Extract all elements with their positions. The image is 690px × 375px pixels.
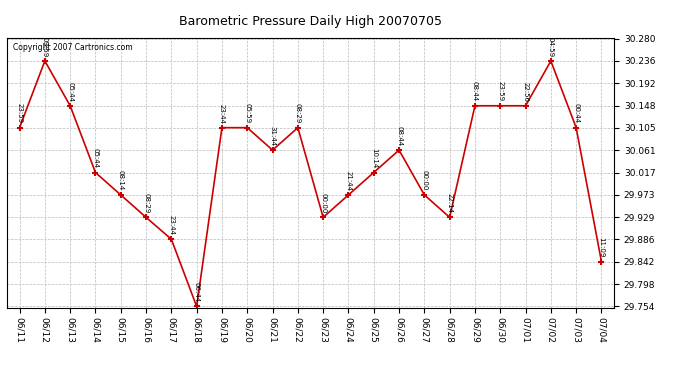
Text: 08:44: 08:44: [472, 81, 478, 102]
Text: 10:14: 10:14: [371, 148, 377, 168]
Text: Barometric Pressure Daily High 20070705: Barometric Pressure Daily High 20070705: [179, 15, 442, 28]
Text: 04:59: 04:59: [548, 37, 554, 57]
Text: 00:00: 00:00: [422, 170, 427, 191]
Text: 23:59: 23:59: [17, 104, 23, 123]
Text: 23:59: 23:59: [497, 81, 503, 102]
Text: 08:14: 08:14: [118, 171, 124, 191]
Text: 23:44: 23:44: [168, 215, 175, 235]
Text: 08:44: 08:44: [396, 126, 402, 146]
Text: 09:59: 09:59: [42, 36, 48, 57]
Text: 23:44: 23:44: [219, 104, 225, 123]
Text: 00:44: 00:44: [573, 104, 579, 123]
Text: 31:44: 31:44: [270, 126, 275, 146]
Text: 05:44: 05:44: [67, 82, 73, 102]
Text: 08:29: 08:29: [143, 193, 149, 213]
Text: 08:29: 08:29: [295, 103, 301, 123]
Text: 06:44: 06:44: [194, 282, 199, 302]
Text: Copyright 2007 Cartronics.com: Copyright 2007 Cartronics.com: [13, 43, 132, 52]
Text: 11:09: 11:09: [598, 237, 604, 258]
Text: 22:56: 22:56: [522, 82, 529, 102]
Text: 00:00: 00:00: [320, 193, 326, 213]
Text: 21:44: 21:44: [346, 171, 351, 191]
Text: 22:14: 22:14: [446, 193, 453, 213]
Text: 05:44: 05:44: [92, 148, 99, 168]
Text: 05:59: 05:59: [244, 104, 250, 123]
